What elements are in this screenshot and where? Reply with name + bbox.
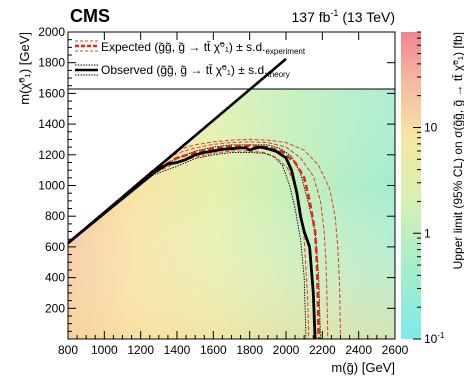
x-tick-label-2400: 2400 [345, 343, 372, 357]
legend-observed-symbol [75, 64, 98, 76]
lumi-exponent: -1 [330, 8, 338, 18]
z-tick-label-0.1: 10-1 [424, 331, 445, 346]
z-tick-label-1: 1 [424, 226, 431, 240]
x-tick-label-1200: 1200 [127, 343, 154, 357]
x-axis-title: m(g̃) [GeV] [331, 360, 395, 375]
diagonal-line [68, 57, 287, 245]
legend-observed-label: Observed (g̃g̃, g̃ → tt̄ χ̃⁰₁) ± s.d.the… [101, 63, 290, 79]
y-tick-label-1400: 1400 [38, 117, 65, 131]
y-tick-label-600: 600 [45, 240, 65, 254]
x-tick-label-1600: 1600 [200, 343, 227, 357]
y-tick-label-400: 400 [45, 271, 65, 285]
lumi-label: 137 fb-1 (13 TeV) [292, 8, 396, 25]
x-tick-label-2200: 2200 [309, 343, 336, 357]
z-axis-title: Upper limit (95% CL) on σ(g̃g̃, g̃ → tt̄… [451, 32, 464, 269]
legend-observed-main: Observed (g̃g̃, g̃ → tt̄ χ̃⁰₁) ± s.d. [101, 63, 267, 77]
expected-plus-sd-contour [68, 141, 329, 339]
y-tick-label-1200: 1200 [38, 148, 65, 162]
lumi-value: 137 fb [292, 9, 331, 25]
legend-expected-label: Expected (g̃g̃, g̃ → tt̄ χ̃⁰₁) ± s.d.exp… [101, 40, 306, 56]
x-tick-label-2600: 2600 [382, 343, 409, 357]
x-axis-ticks: 800 1000 1200 1400 1600 1800 2000 2200 2400 2600 [58, 32, 409, 357]
y-tick-label-800: 800 [45, 209, 65, 223]
y-tick-label-1600: 1600 [38, 86, 65, 100]
legend-expected-symbol [75, 40, 98, 52]
expected-plus-2sd-contour [68, 138, 341, 339]
z-tick-base: 10 [424, 332, 438, 346]
y-tick-label-2000: 2000 [38, 25, 65, 39]
z-tick-label-10: 10 [424, 121, 438, 135]
legend-box [68, 32, 395, 89]
cms-label: CMS [70, 6, 110, 26]
energy-label: (13 TeV) [338, 9, 395, 25]
observed-minus-sd-contour [68, 152, 307, 339]
y-tick-label-1000: 1000 [38, 179, 65, 193]
heatmap-shade [68, 32, 395, 339]
x-tick-label-1800: 1800 [236, 343, 263, 357]
z-tick-base: 10 [424, 121, 438, 135]
y-axis-ticks: 200 400 600 800 1000 1200 1400 1600 1800 2000 [38, 25, 395, 332]
x-tick-label-1400: 1400 [164, 343, 191, 357]
z-tick-exponent: -1 [437, 331, 445, 340]
x-tick-label-1000: 1000 [91, 343, 118, 357]
legend-expected-main: Expected (g̃g̃, g̃ → tt̄ χ̃⁰₁) ± s.d. [101, 40, 265, 54]
legend-observed-sub: theory [267, 70, 289, 79]
observed-contour [68, 145, 317, 339]
z-tick-base: 1 [424, 226, 431, 240]
x-tick-label-800: 800 [58, 343, 78, 357]
y-tick-label-200: 200 [45, 301, 65, 315]
legend-expected-sub: experiment [265, 47, 305, 56]
expected-contour [68, 144, 320, 339]
color-scale-bar [401, 32, 421, 339]
x-tick-label-2000: 2000 [273, 343, 300, 357]
y-axis-title: m(χ̃⁰₁) [GeV] [17, 32, 32, 105]
y-tick-label-1800: 1800 [38, 56, 65, 70]
